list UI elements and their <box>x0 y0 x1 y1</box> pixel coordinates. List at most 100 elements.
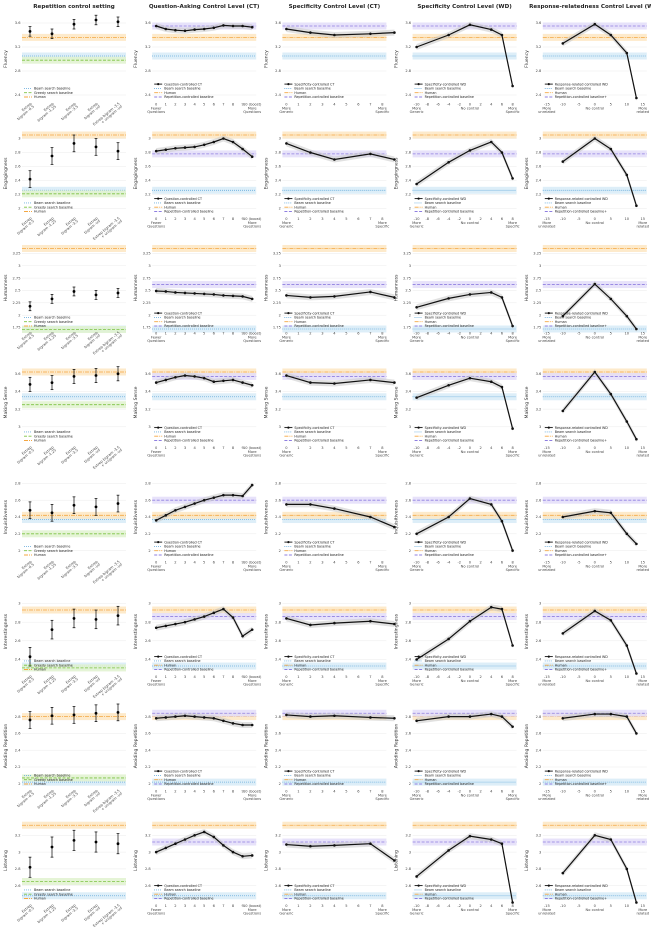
x-tick-label: 4 <box>333 675 336 679</box>
data-point <box>154 149 158 153</box>
x-tick-line: More <box>412 564 422 568</box>
x-tick-label: 3 <box>321 332 323 336</box>
x-tick-label: -10 More Generic <box>410 561 424 573</box>
x-tick-label: 7 <box>222 675 224 679</box>
x-tick-label: -8 <box>425 675 429 679</box>
x-tick-label: 15 More related <box>636 332 649 344</box>
x-tick-line: 6 <box>357 103 360 107</box>
data-point <box>154 850 158 854</box>
x-tick-line: -10 <box>414 332 421 336</box>
legend-label: Repetition-controlled baseline <box>164 210 213 214</box>
y-tick-label: 3.4 <box>15 390 21 394</box>
x-tick-label: -15 More unrelated <box>538 103 555 115</box>
y-tick-label: 3 <box>279 137 281 141</box>
legend-marker <box>157 770 160 773</box>
legend-label: Beam search baseline <box>425 87 461 91</box>
x-tick-line: 1 <box>165 904 167 908</box>
data-point <box>500 385 504 389</box>
x-tick-line: 5 <box>345 675 347 679</box>
x-tick-label: 0 More Generic <box>279 790 293 802</box>
legend-label: Repetition-controlled baseline+ <box>555 439 607 443</box>
y-tick-label: 3 <box>409 850 411 854</box>
x-tick-line: 3 <box>321 675 323 679</box>
x-tick-label: 9 <box>241 790 244 794</box>
data-point <box>511 644 514 647</box>
x-tick-label: 6 <box>501 217 504 221</box>
data-point <box>447 297 450 300</box>
data-point <box>94 293 98 297</box>
data-point <box>285 142 288 145</box>
x-tick-line: More <box>542 908 552 912</box>
data-point <box>154 626 158 630</box>
x-tick-line: Questions <box>147 110 165 114</box>
x-tick-line: 2 <box>479 561 481 565</box>
x-tick-label: 15 More related <box>636 904 649 916</box>
data-point <box>164 846 168 850</box>
x-tick-label: 2 <box>309 446 311 450</box>
legend-label: Human <box>425 549 437 553</box>
data-point <box>241 723 244 727</box>
x-tick-line: Generic <box>410 683 424 687</box>
x-tick-label: 0 Fewer Questions <box>147 790 165 802</box>
x-tick-line: More <box>542 679 552 683</box>
x-tick-label: 4 <box>193 446 196 450</box>
x-tick-line: 2 <box>309 675 311 679</box>
data-point <box>393 525 396 529</box>
x-tick-label: 5 <box>345 446 347 450</box>
y-tick-label: 2.6 <box>536 165 542 169</box>
legend-label: Specificity-controlled CT <box>294 197 335 201</box>
data-point <box>50 381 54 385</box>
x-tick-label: 10 <box>625 561 630 565</box>
y-tick-label: 2.2 <box>405 532 411 536</box>
data-point <box>447 637 450 641</box>
y-tick-label: 2.4 <box>405 658 411 662</box>
data-point <box>415 182 418 186</box>
data-point <box>489 28 493 31</box>
x-tick-line: More <box>248 679 258 683</box>
x-tick-label: 0 No control <box>461 561 480 569</box>
y-axis-label: Making Sense <box>524 386 530 418</box>
x-tick-label: 1 <box>165 217 167 221</box>
x-tick-line: 4 <box>193 332 196 336</box>
legend-label: Repetition-controlled baseline <box>425 439 474 443</box>
legend-label: Beam search baseline <box>555 201 591 205</box>
data-point <box>154 716 158 720</box>
x-tick-label: 0 More Generic <box>279 103 293 115</box>
legend-label: Beam search baseline <box>555 430 591 434</box>
x-tick-line: More <box>282 793 292 797</box>
data-point <box>222 137 225 140</box>
legend-marker <box>287 312 290 315</box>
x-tick-line: 10 <box>625 790 630 794</box>
x-tick-line: More <box>542 450 552 454</box>
x-tick-line: 8 <box>381 103 384 107</box>
x-tick-line: 1 <box>165 332 167 336</box>
data-point <box>250 854 254 857</box>
y-tick-label: 3.6 <box>536 372 542 376</box>
x-tick-label: -8 <box>425 561 429 565</box>
y-tick-label: 2.4 <box>15 748 21 752</box>
x-tick-line: 7 <box>369 217 371 221</box>
x-tick-label: 2 <box>174 561 176 565</box>
y-tick-label: 2.2 <box>15 532 21 536</box>
x-tick-line: 6 <box>357 904 360 908</box>
x-tick-line: -8 <box>425 561 429 565</box>
x-tick-line: No control <box>586 450 605 454</box>
legend-label: Specificity-controlled CT <box>294 769 335 773</box>
data-point <box>489 380 493 384</box>
data-point <box>635 327 638 331</box>
x-tick-line: 8 <box>511 790 514 794</box>
x-tick-label: 4 <box>490 103 493 107</box>
x-tick-line: More <box>248 106 258 110</box>
x-tick-line: Questions <box>243 683 261 687</box>
x-tick-label: -6 <box>436 904 440 908</box>
x-tick-label: 0 No control <box>461 904 480 912</box>
legend-label: Beam search baseline <box>294 201 330 205</box>
y-tick-label: 2.4 <box>15 179 21 183</box>
x-tick-line: Specific <box>506 225 520 229</box>
x-tick-label: 4 <box>333 217 336 221</box>
